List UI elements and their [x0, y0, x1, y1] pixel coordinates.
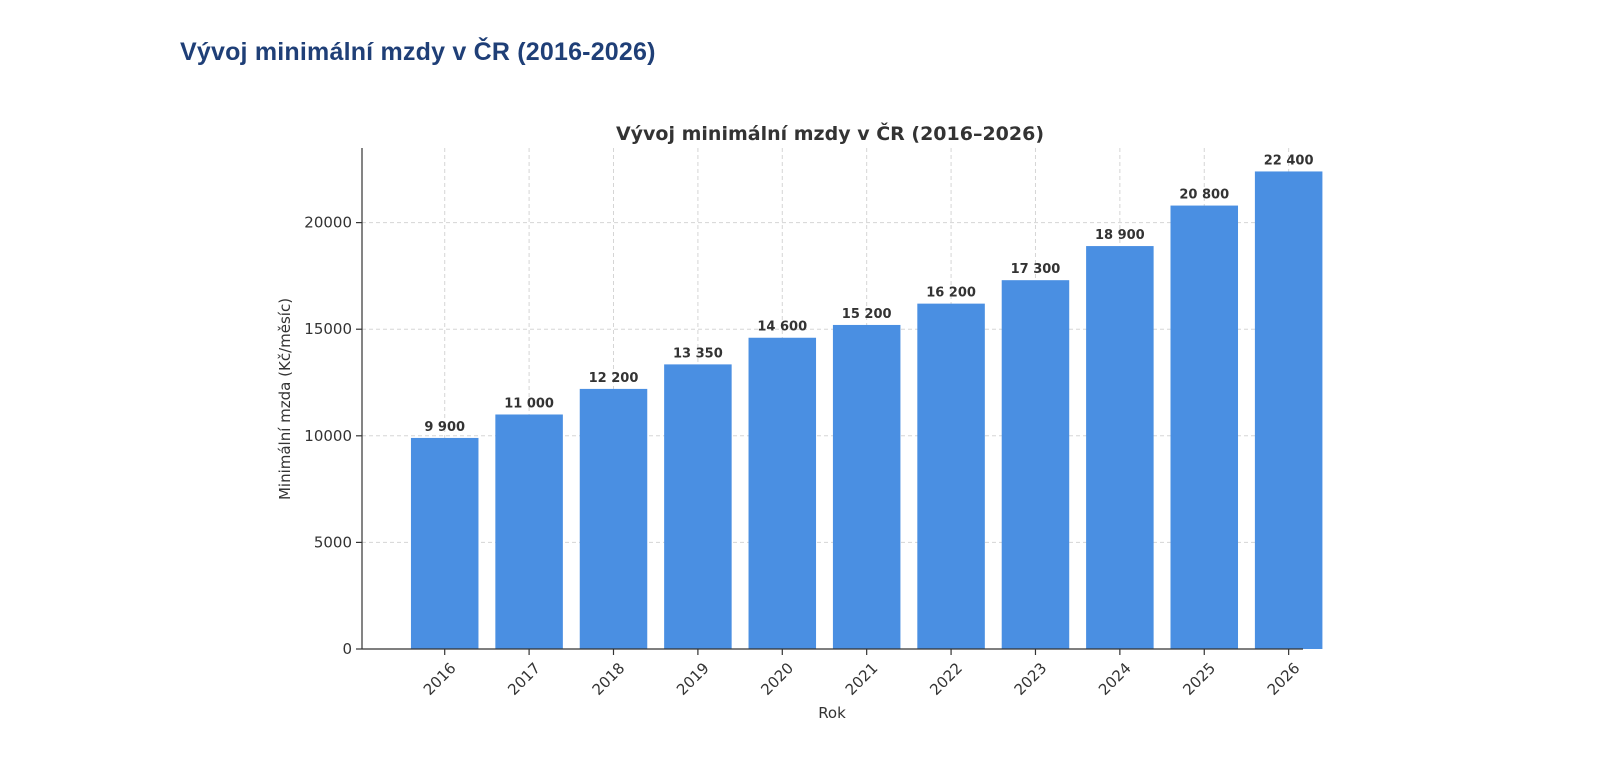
bar-2021: [832, 324, 901, 649]
data-label-2024: 18 900: [1095, 228, 1145, 243]
bar-2018: [579, 388, 648, 649]
y-tick-label: 15000: [304, 320, 352, 338]
bars-layer: [410, 171, 1323, 650]
bar-2019: [664, 364, 732, 649]
data-label-2026: 22 400: [1264, 153, 1314, 168]
y-tick-label: 20000: [304, 214, 352, 232]
bar-2020: [748, 337, 817, 649]
y-tick-label: 0: [342, 640, 352, 658]
bar-2024: [1086, 246, 1154, 649]
data-label-2025: 20 800: [1179, 188, 1229, 203]
data-label-2017: 11 000: [504, 396, 554, 411]
data-label-2018: 12 200: [589, 371, 639, 386]
x-tick-label-2026: 2026: [1264, 659, 1304, 699]
x-tick-label-2017: 2017: [504, 659, 544, 699]
x-tick-label-2020: 2020: [757, 659, 797, 699]
bar-2016: [410, 437, 479, 649]
bar-2025: [1170, 205, 1239, 649]
x-tick-label-2016: 2016: [420, 659, 460, 699]
x-tick-label-2022: 2022: [926, 659, 966, 699]
page-heading: Vývoj minimální mzdy v ČR (2016-2026): [180, 38, 656, 66]
x-tick-label-2019: 2019: [673, 659, 713, 699]
bar-2017: [495, 414, 563, 649]
data-label-2023: 17 300: [1011, 262, 1061, 277]
x-tick-label-2021: 2021: [842, 659, 882, 699]
y-tick-label: 5000: [314, 533, 352, 551]
data-label-2021: 15 200: [842, 307, 892, 322]
data-labels-layer: 9 900 11 000 12 200 13 350 14 600 15 200 16 20…: [424, 153, 1313, 434]
bar-2026: [1254, 171, 1323, 650]
x-tick-label-2025: 2025: [1179, 659, 1219, 699]
x-tick-label-2024: 2024: [1095, 659, 1135, 699]
bar-2023: [1001, 280, 1070, 649]
bar-2022: [917, 303, 985, 649]
data-label-2019: 13 350: [673, 346, 723, 361]
x-axis-title: Rok: [818, 704, 846, 722]
chart-title: Vývoj minimální mzdy v ČR (2016–2026): [616, 121, 1044, 145]
x-tick-label-2023: 2023: [1011, 659, 1051, 699]
y-tick-label: 10000: [304, 427, 352, 445]
y-axis-title: Minimální mzda (Kč/měsíc): [276, 298, 294, 500]
data-label-2016: 9 900: [424, 420, 465, 435]
x-tick-label-2018: 2018: [589, 659, 629, 699]
data-label-2020: 14 600: [757, 320, 807, 335]
data-label-2022: 16 200: [926, 286, 976, 301]
